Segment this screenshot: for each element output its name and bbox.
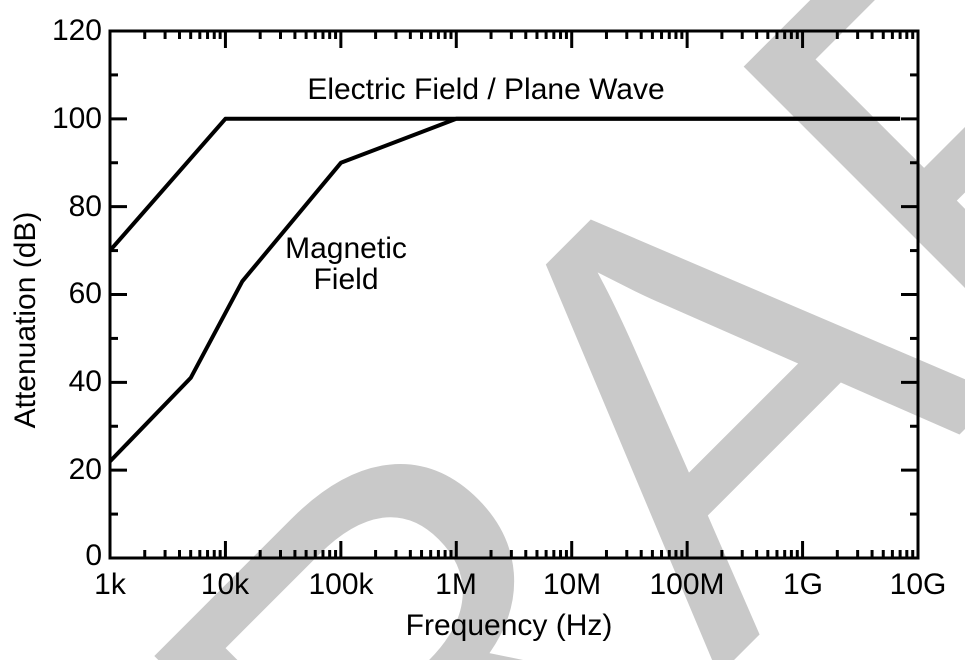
y-tick-label-80: 80 (68, 190, 102, 223)
x-tick-label-1k: 1k (94, 568, 126, 601)
plot-layer (108, 29, 920, 560)
x-tick-label-100k: 100k (308, 568, 374, 601)
y-tick-label-100: 100 (51, 102, 102, 135)
x-axis-title: Frequency (Hz) (405, 609, 613, 642)
x-tick-label-1G: 1G (782, 568, 824, 601)
magnetic-field-curve-label: Magnetic Field (226, 233, 466, 295)
x-tick-label-10M: 10M (542, 568, 602, 601)
y-axis-title: Attenuation (dB) (9, 211, 42, 429)
y-tick-label-20: 20 (68, 453, 102, 486)
y-tick-label-0: 0 (85, 539, 102, 572)
y-tick-label-60: 60 (68, 277, 102, 310)
x-tick-label-10G: 10G (889, 568, 947, 601)
magnetic-label-line2: Field (313, 263, 379, 296)
magnetic-label-line1: Magnetic (285, 232, 407, 265)
y-tick-label-120: 120 (51, 14, 102, 47)
x-tick-label-10k: 10k (200, 568, 250, 601)
y-tick-label-40: 40 (68, 365, 102, 398)
electric-field-curve-label: Electric Field / Plane Wave (307, 73, 665, 106)
x-tick-label-1M: 1M (435, 568, 477, 601)
x-tick-label-100M: 100M (649, 568, 725, 601)
magnetic-field-curve (108, 116, 901, 463)
